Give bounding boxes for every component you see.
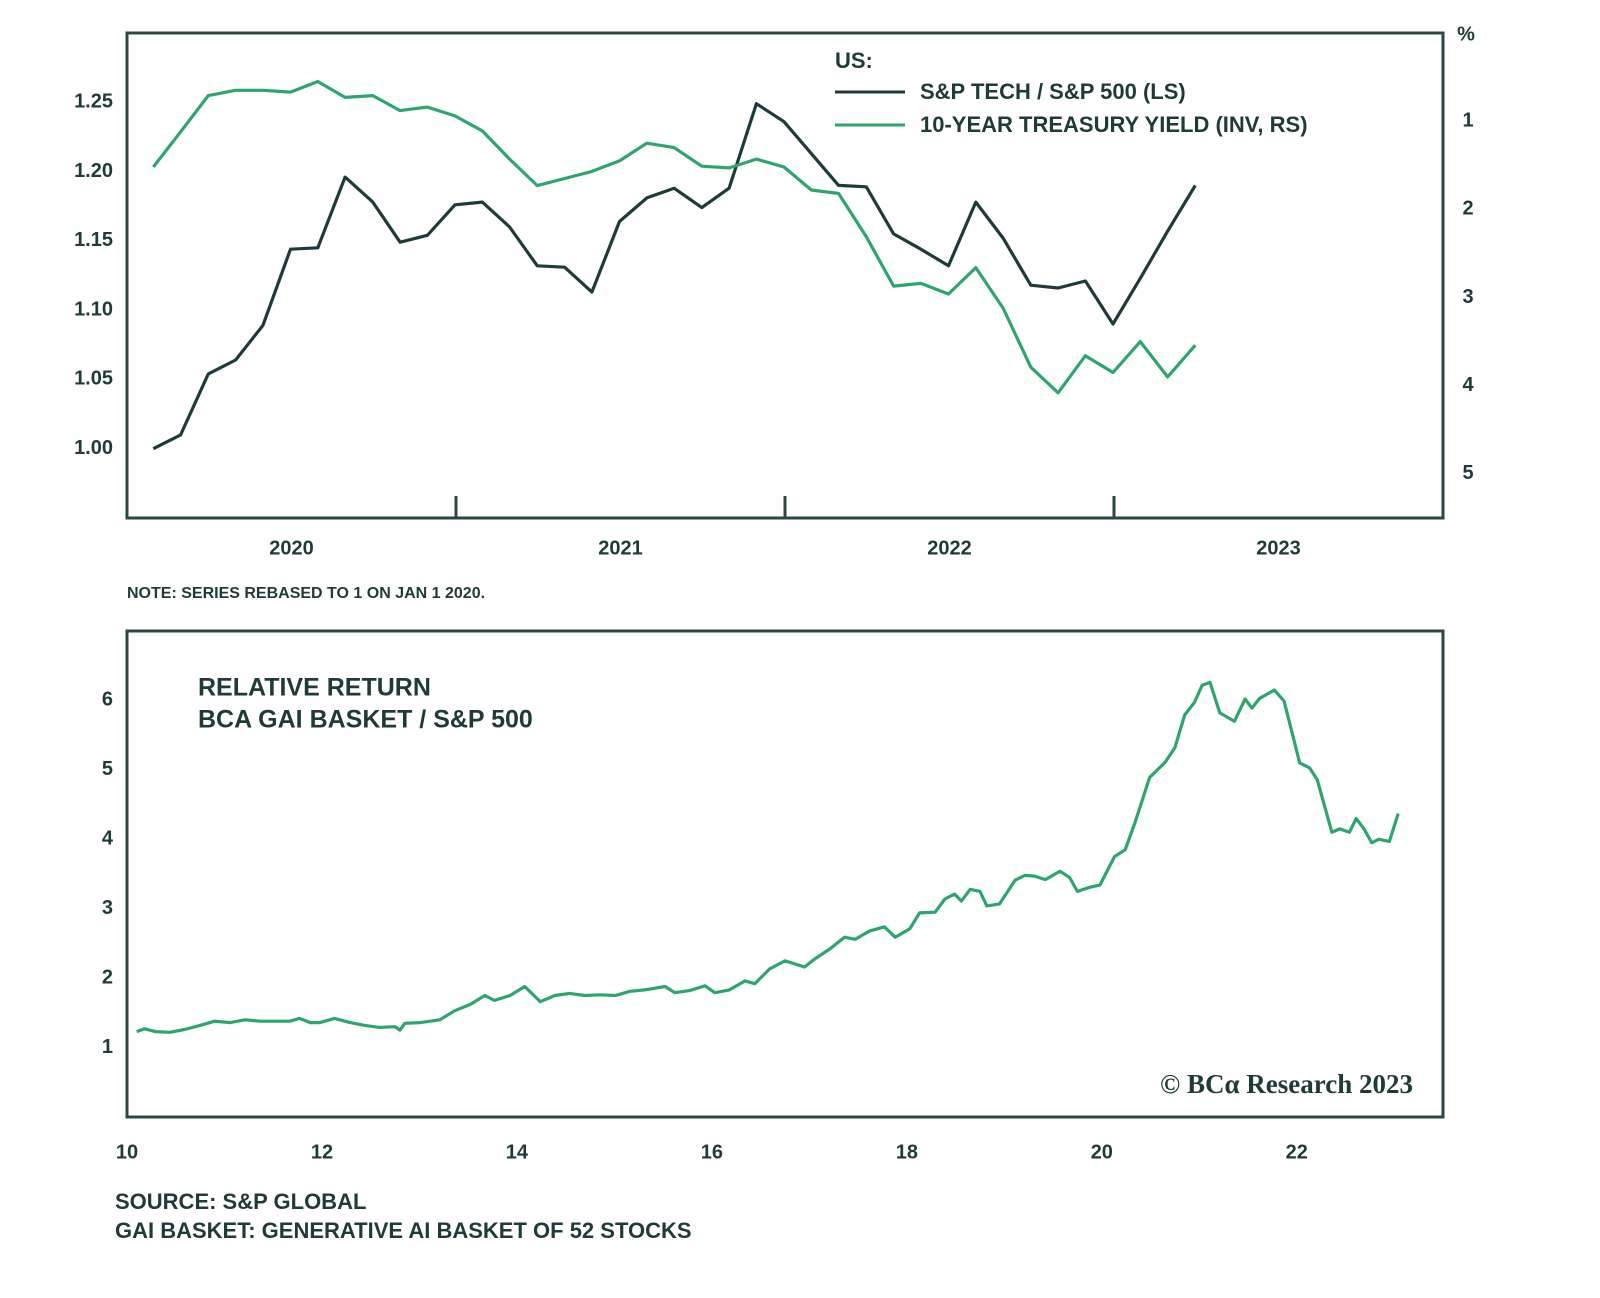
plot-frame [125,31,1445,520]
x-tick-label: 10 [116,1141,138,1163]
x-tick-label: 2022 [927,537,972,559]
series-line [152,79,1197,395]
x-tick-label: 22 [1286,1141,1308,1163]
series-line [136,680,1400,1034]
y2-tick-label: 2 [1462,198,1473,220]
y-tick-label: 5 [102,758,113,780]
y2-tick-label: 1 [1462,109,1473,131]
legend-label: 10-YEAR TREASURY YIELD (INV, RS) [920,112,1308,137]
x-tick-label: 2021 [598,537,643,559]
x-tick-label: 2020 [269,537,314,559]
source-note: SOURCE: S&P GLOBAL [115,1189,366,1214]
x-tick-label: 18 [896,1141,918,1163]
y-tick-label: 1.15 [74,229,113,251]
y-tick-label: 1.20 [74,160,113,182]
plot-frame [125,629,1445,1119]
y2-tick-label: 5 [1462,462,1473,484]
y-tick-label: 1.25 [74,91,113,113]
x-tick-label: 16 [701,1141,723,1163]
note: NOTE: SERIES REBASED TO 1 ON JAN 1 2020. [127,585,485,602]
y-tick-label: 1.05 [74,368,113,390]
y-tick-label: 4 [102,828,114,850]
y-tick-label: 2 [102,966,113,988]
source-note: GAI BASKET: GENERATIVE AI BASKET OF 52 S… [115,1218,692,1243]
series-line [152,102,1197,451]
x-tick-label: 14 [506,1141,529,1163]
chart-title: RELATIVE RETURN [198,674,431,702]
y2-tick-label: 4 [1462,374,1474,396]
y-tick-label: 3 [102,897,113,919]
watermark: © BCα Research 2023 [1160,1069,1413,1099]
x-tick-label: 2023 [1256,537,1301,559]
legend-title: US: [835,48,873,73]
y-tick-label: 1.00 [74,437,113,459]
chart-title: BCA GAI BASKET / S&P 500 [198,706,533,734]
legend-label: S&P TECH / S&P 500 (LS) [920,79,1186,104]
x-tick-label: 12 [311,1141,333,1163]
y-tick-label: 6 [102,689,113,711]
y2-unit: % [1457,23,1475,45]
y2-tick-label: 3 [1462,286,1473,308]
y-tick-label: 1.10 [74,298,113,320]
x-tick-label: 20 [1091,1141,1113,1163]
y-tick-label: 1 [102,1036,113,1058]
